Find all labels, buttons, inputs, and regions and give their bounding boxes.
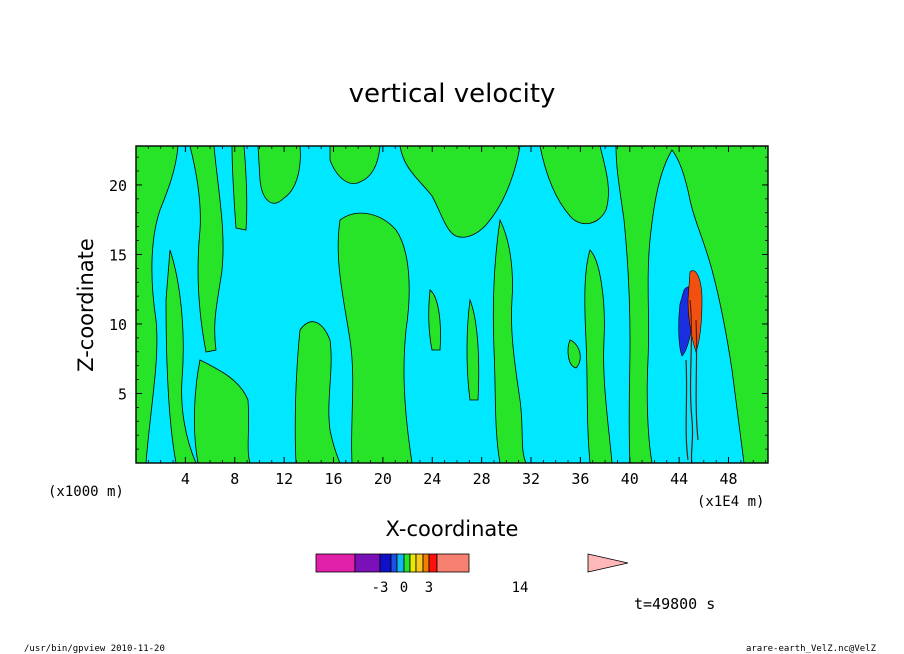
colorbar-segment (436, 553, 470, 573)
colorbar-segment (422, 553, 430, 573)
chart-title: vertical velocity (349, 79, 556, 109)
footer-left: /usr/bin/gpview 2010-11-20 (24, 644, 165, 654)
x-tick-label: 44 (670, 470, 688, 488)
x-tick-label: 40 (621, 470, 639, 488)
colorbar-segment (315, 553, 356, 573)
column-core (685, 299, 699, 463)
x-axis: 4 8 12 16 20 24 28 32 36 40 44 48 (147, 146, 766, 488)
x-tick-label: 4 (181, 470, 190, 488)
colorbar-segment (379, 553, 392, 573)
colorbar-label: 0 (400, 580, 408, 596)
plot-frame (135, 145, 769, 464)
x-tick-label: 48 (719, 470, 737, 488)
colorbar-label: 14 (512, 580, 529, 596)
x-unit-left-label: (x1000 m) (48, 484, 124, 500)
colorbar-segment (390, 553, 398, 573)
x-unit-right-label: (x1E4 m) (697, 494, 764, 510)
colorbar-segment (409, 553, 417, 573)
x-tick-label: 32 (522, 470, 540, 488)
colorbar-segment (415, 553, 424, 573)
colorbar-segment (396, 553, 405, 573)
colorbar-segment (428, 553, 438, 573)
colorbar: -3 0 3 14 (315, 553, 629, 596)
x-tick-label: 8 (230, 470, 239, 488)
footer-right: arare-earth_VelZ.nc@VelZ (746, 644, 877, 654)
colorbar-arrow (587, 553, 629, 573)
colorbar-label: 3 (425, 580, 433, 596)
x-axis-label: X-coordinate (386, 517, 519, 541)
colorbar-label: -3 (372, 580, 389, 596)
y-tick-label: 10 (109, 316, 127, 334)
y-tick-label: 20 (109, 177, 127, 195)
x-tick-label: 12 (275, 470, 293, 488)
x-tick-label: 28 (473, 470, 491, 488)
x-tick-label: 24 (423, 470, 441, 488)
plot-area (136, 146, 768, 463)
y-axis: 5 10 15 20 (109, 156, 768, 450)
x-tick-label: 20 (374, 470, 392, 488)
x-tick-label: 36 (571, 470, 589, 488)
y-tick-label: 5 (118, 385, 127, 403)
x-tick-label: 16 (324, 470, 342, 488)
time-label: t=49800 s (634, 595, 715, 613)
strong-velocity-cores (678, 270, 703, 463)
y-tick-label: 15 (109, 246, 127, 264)
colorbar-segment (354, 553, 381, 573)
y-axis-label: Z-coordinate (74, 238, 98, 372)
positive-velocity-regions (136, 146, 768, 463)
colorbar-segment (403, 553, 411, 573)
